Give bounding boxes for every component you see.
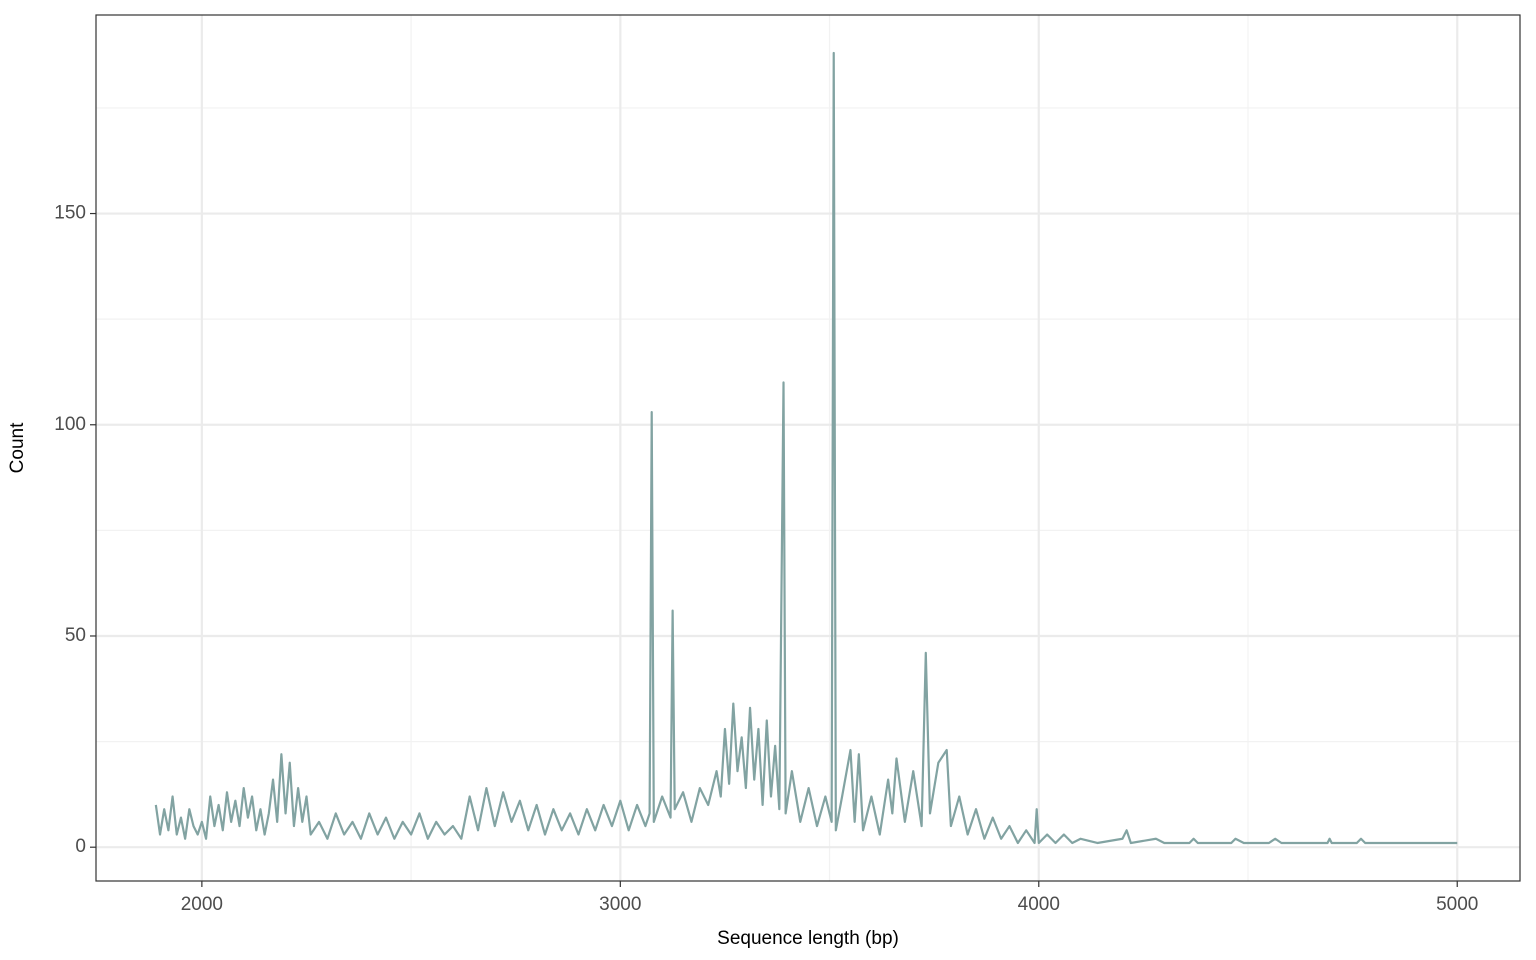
panel-border bbox=[95, 14, 1521, 882]
x-tick-label: 3000 bbox=[599, 894, 641, 915]
x-tick-label: 2000 bbox=[181, 894, 223, 915]
x-axis-label: Sequence length (bp) bbox=[717, 928, 899, 949]
y-tick-label: 0 bbox=[75, 836, 86, 857]
y-tick-label: 100 bbox=[54, 414, 86, 435]
y-tick-label: 150 bbox=[54, 203, 86, 224]
x-tick-label: 4000 bbox=[1018, 894, 1060, 915]
y-tick-label: 50 bbox=[65, 625, 86, 646]
x-tick-label: 5000 bbox=[1436, 894, 1478, 915]
data-line bbox=[154, 51, 1458, 845]
y-axis-label: Count bbox=[7, 422, 28, 473]
